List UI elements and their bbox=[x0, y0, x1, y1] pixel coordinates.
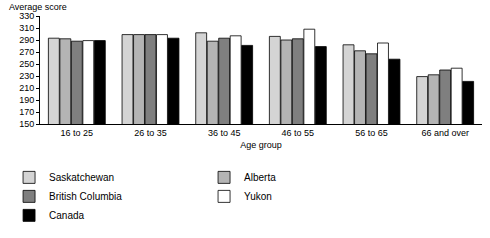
svg-text:210: 210 bbox=[19, 83, 34, 93]
svg-text:Average score: Average score bbox=[9, 2, 67, 12]
svg-text:290: 290 bbox=[19, 35, 34, 45]
svg-text:46 to 55: 46 to 55 bbox=[282, 128, 315, 138]
svg-text:Saskatchewan: Saskatchewan bbox=[49, 172, 114, 183]
svg-text:26 to 35: 26 to 35 bbox=[134, 128, 167, 138]
svg-text:Age group: Age group bbox=[240, 140, 282, 150]
svg-text:66 and over: 66 and over bbox=[421, 128, 469, 138]
svg-text:Alberta: Alberta bbox=[244, 172, 276, 183]
svg-text:330: 330 bbox=[19, 11, 34, 21]
svg-text:170: 170 bbox=[19, 107, 34, 117]
svg-text:British Columbia: British Columbia bbox=[49, 191, 122, 202]
svg-text:16 to 25: 16 to 25 bbox=[61, 128, 94, 138]
svg-text:190: 190 bbox=[19, 95, 34, 105]
svg-text:36 to 45: 36 to 45 bbox=[208, 128, 241, 138]
svg-text:230: 230 bbox=[19, 71, 34, 81]
svg-text:270: 270 bbox=[19, 47, 34, 57]
svg-text:Yukon: Yukon bbox=[244, 191, 272, 202]
svg-text:Canada: Canada bbox=[49, 210, 84, 221]
svg-text:250: 250 bbox=[19, 59, 34, 69]
svg-text:56 to 65: 56 to 65 bbox=[355, 128, 388, 138]
svg-text:150: 150 bbox=[19, 119, 34, 129]
svg-text:310: 310 bbox=[19, 23, 34, 33]
